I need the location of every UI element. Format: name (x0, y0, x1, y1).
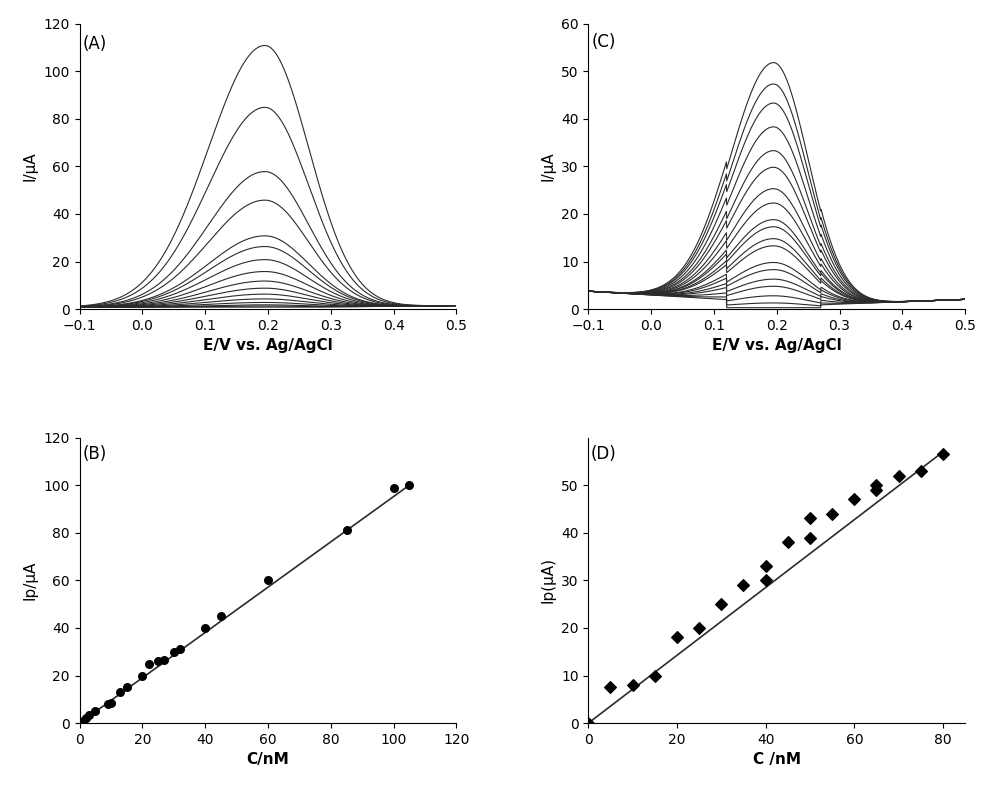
Point (756, 574, 772, 586)
Point (156, 654, 172, 667)
Point (103, 696, 119, 709)
Point (756, 560, 772, 572)
Text: (A): (A) (83, 35, 107, 53)
Point (868, 483, 884, 496)
Point (934, 448, 950, 461)
Point (713, 598, 729, 611)
Point (140, 657, 156, 670)
Point (172, 643, 188, 656)
Point (691, 622, 707, 634)
Y-axis label: Ip(μA): Ip(μA) (540, 557, 555, 604)
Point (779, 536, 795, 549)
Point (338, 524, 354, 537)
X-axis label: C /nM: C /nM (752, 752, 800, 767)
Point (81, 708, 96, 721)
Point (259, 574, 275, 586)
Point (735, 578, 750, 591)
Point (646, 669, 662, 681)
Point (75, 714, 90, 727)
Point (74, 715, 89, 728)
Point (846, 493, 862, 505)
Point (134, 669, 150, 681)
Point (72, 717, 87, 729)
Point (150, 655, 166, 667)
Point (386, 481, 402, 494)
Point (401, 479, 416, 491)
Point (112, 686, 128, 699)
X-axis label: C/nM: C/nM (247, 752, 289, 767)
Y-axis label: I/μA: I/μA (540, 152, 555, 181)
Point (87, 705, 103, 718)
Point (197, 622, 213, 634)
Point (78, 712, 93, 725)
Text: (D): (D) (590, 445, 615, 463)
Point (99, 698, 115, 711)
Point (118, 681, 134, 694)
Point (890, 469, 906, 482)
Point (668, 631, 684, 644)
Y-axis label: Ip/μA: Ip/μA (23, 560, 38, 600)
Point (911, 465, 927, 477)
Point (868, 479, 884, 491)
Y-axis label: I/μA: I/μA (23, 152, 38, 181)
X-axis label: E/V vs. Ag/AgCl: E/V vs. Ag/AgCl (711, 339, 841, 354)
Point (801, 512, 817, 525)
Point (823, 508, 839, 520)
Point (580, 717, 595, 729)
Point (602, 681, 618, 694)
Point (624, 679, 640, 692)
Point (213, 610, 229, 623)
Point (801, 531, 817, 544)
X-axis label: E/V vs. Ag/AgCl: E/V vs. Ag/AgCl (203, 339, 333, 354)
Point (166, 645, 182, 658)
Text: (B): (B) (83, 445, 107, 463)
Text: (C): (C) (590, 33, 615, 51)
